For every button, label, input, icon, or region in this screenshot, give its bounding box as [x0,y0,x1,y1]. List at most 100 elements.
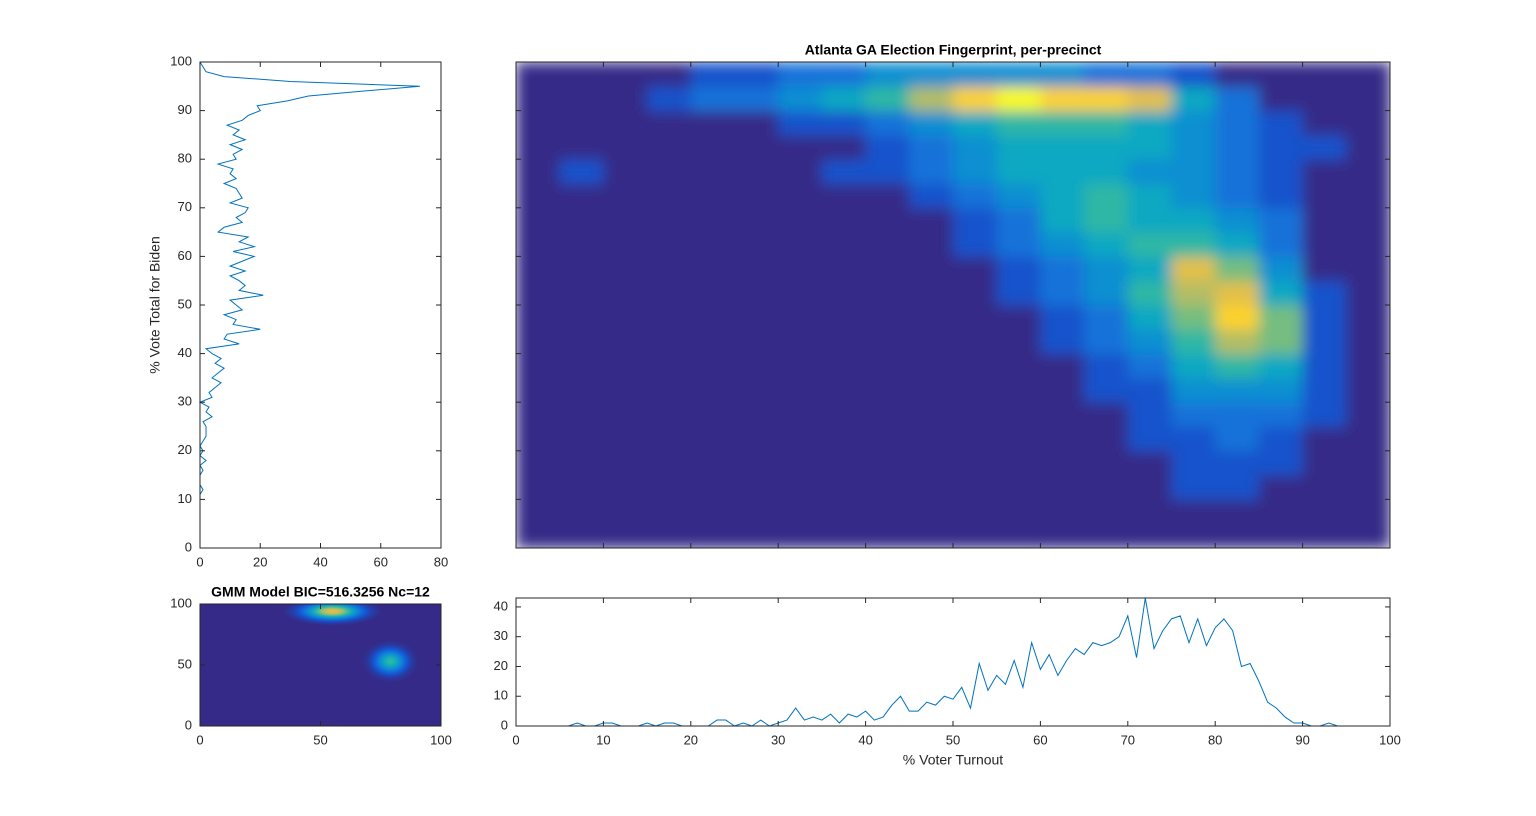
heat-cell [516,232,561,257]
heat-cell [865,62,910,87]
heat-cell [603,134,648,160]
x-tick-label: 50 [313,732,327,747]
heat-cell [647,426,692,452]
x-tick-label: 60 [374,554,388,569]
heat-cell [516,353,561,379]
heat-cell [559,402,604,428]
heat-cell [1171,329,1216,355]
heat-cell [865,134,910,160]
heat-cell [734,450,779,476]
heat-cell [1258,256,1304,282]
heat-cell [559,329,604,355]
heat-cell [516,62,561,87]
heat-cell [996,353,1041,379]
heat-cell [1346,232,1390,257]
heat-cell [821,62,867,87]
heat-cell [690,377,736,403]
y-tick-label: 80 [178,151,192,166]
heat-cell [1258,232,1304,257]
plot-area [516,598,1390,726]
heatmap-blur [516,62,1390,548]
heat-cell [603,207,648,233]
heat-cell [778,305,823,330]
heat-cell [909,280,954,306]
heat-cell [1171,159,1216,185]
heat-cell [1127,232,1173,257]
heat-cell [734,475,779,500]
heat-cell [821,110,867,136]
heat-cell [821,232,867,257]
heat-cell [1084,280,1129,306]
heat-cell [821,159,867,185]
heat-cell [559,86,604,112]
x-tick-label: 80 [434,554,448,569]
plot-area [200,62,441,548]
heat-cell [1258,499,1304,525]
heat-cell [1258,402,1304,428]
heat-cell [1302,207,1347,233]
heat-cell [865,353,910,379]
heat-cell [690,86,736,112]
heat-cell [865,475,910,500]
heat-cell [1258,110,1304,136]
x-tick-label: 0 [196,554,203,569]
x-tick-label: 10 [596,732,610,747]
heat-cell [996,110,1041,136]
heat-cell [778,402,823,428]
y-tick-label: 50 [178,296,192,311]
heat-cell [953,207,998,233]
heat-cell [1127,523,1173,548]
heat-cell [778,207,823,233]
heat-cell [1346,280,1390,306]
heat-cell [778,232,823,257]
heat-cell [909,134,954,160]
heat-cell [953,450,998,476]
heat-cell [1171,377,1216,403]
heat-cell [953,377,998,403]
heat-cell [953,523,998,548]
heat-cell [734,232,779,257]
heat-cell [559,426,604,452]
heat-cell [690,256,736,282]
heat-cell [821,426,867,452]
heat-cell [603,499,648,525]
heat-cell [1215,353,1260,379]
heat-cell [559,256,604,282]
heat-cell [1040,207,1085,233]
heat-cell [909,256,954,282]
heat-cell [1258,450,1304,476]
heat-cell [1302,305,1347,330]
y-tick-label: 100 [170,595,192,610]
heat-cell [1346,475,1390,500]
heat-cell [1215,159,1260,185]
heat-cell [1040,280,1085,306]
heat-cell [821,207,867,233]
heat-cell [1302,523,1347,548]
y-tick-label: 40 [178,345,192,360]
heat-cell [1084,499,1129,525]
heat-cell [778,134,823,160]
heat-cell [1171,402,1216,428]
heat-cell [1084,86,1129,112]
heat-cell [953,183,998,209]
heat-cell [1127,402,1173,428]
heat-cell [690,110,736,136]
y-tick-label: 0 [185,717,192,732]
heat-cell [865,183,910,209]
heat-cell [1084,134,1129,160]
heat-cell [821,475,867,500]
heat-cell [559,377,604,403]
heat-cell [996,256,1041,282]
heat-cell [1127,207,1173,233]
heat-cell [821,377,867,403]
heat-cell [1040,353,1085,379]
heat-cell [516,450,561,476]
gmm-components [281,604,420,684]
heat-cell [865,450,910,476]
heat-cell [603,256,648,282]
heat-cell [1040,450,1085,476]
axes-box [515,597,1391,727]
heat-cell [1127,159,1173,185]
heat-cell [1171,232,1216,257]
